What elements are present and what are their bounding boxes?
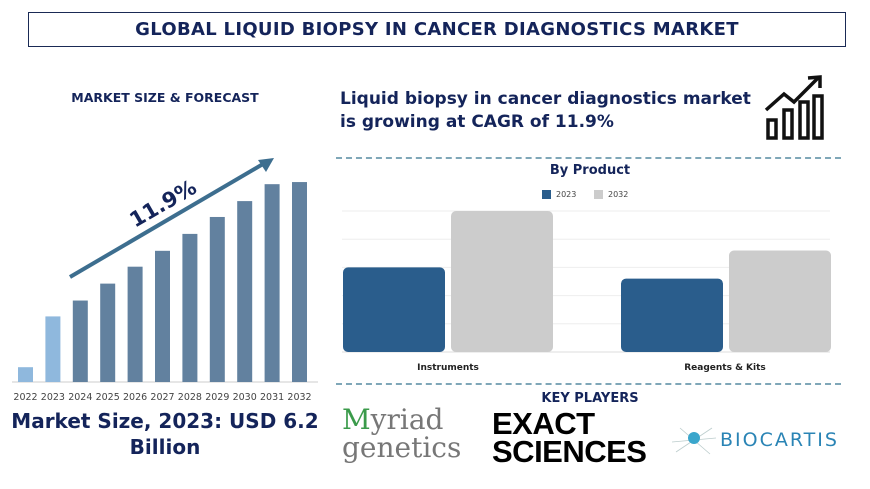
- biocartis-mark-icon: [672, 427, 716, 455]
- arrow-head: [258, 158, 274, 172]
- bar-2022: [18, 367, 33, 382]
- bar-2026: [127, 266, 143, 382]
- year-label: 2028: [178, 392, 202, 403]
- legend-2023: 2023: [542, 190, 576, 199]
- forecast-chart: 2022 2023 2024 2025 2026 2027 2028 2029 2030 2031…: [12, 158, 318, 403]
- year-label: 2025: [96, 392, 120, 403]
- bar-2023-0: [343, 267, 445, 352]
- bar-2030: [237, 201, 253, 382]
- year-label: 2023: [41, 392, 65, 403]
- forecast-chart-title: MARKET SIZE & FORECAST: [71, 90, 259, 105]
- category-label: Instruments: [417, 363, 479, 373]
- bar-2032-0: [451, 211, 553, 352]
- cagr-headline: Liquid biopsy in cancer diagnostics mark…: [340, 89, 751, 132]
- page-title: GLOBAL LIQUID BIOPSY IN CANCER DIAGNOSTI…: [28, 12, 846, 47]
- bar-2027: [155, 250, 170, 382]
- year-label: 2031: [260, 392, 284, 403]
- biocartis-wordmark: BIOCARTIS: [720, 429, 839, 451]
- bar-2028: [182, 233, 198, 382]
- divider: [336, 383, 841, 385]
- bar-2032-1: [729, 250, 831, 352]
- bar-2023-1: [621, 278, 723, 352]
- key-players-title: KEY PLAYERS: [541, 391, 639, 406]
- year-label: 2032: [287, 392, 311, 403]
- product-chart-title: By Product: [549, 163, 631, 178]
- logo-myriad: Myriad genetics: [342, 403, 462, 464]
- year-label: 2027: [150, 392, 174, 403]
- year-label: 2022: [13, 392, 37, 403]
- product-chart: [342, 210, 831, 353]
- divider: [336, 157, 841, 159]
- year-label: 2024: [68, 392, 92, 403]
- bar-2032: [292, 182, 307, 382]
- trend-arrow: [68, 162, 265, 279]
- market-size-text: Market Size, 2023: USD 6.2 Billion: [11, 409, 319, 459]
- bar-2025: [100, 283, 116, 382]
- bar-2031: [264, 184, 280, 382]
- year-label: 2026: [123, 392, 147, 403]
- bar-2024: [72, 300, 88, 382]
- bar-2023: [45, 316, 61, 382]
- growth-chart-icon: [764, 75, 824, 140]
- logo-exact-sciences: EXACT SCIENCES: [492, 406, 647, 469]
- legend-2032: 2032: [594, 190, 628, 199]
- category-label: Reagents & Kits: [684, 363, 766, 373]
- logo-biocartis: BIOCARTIS: [672, 420, 839, 460]
- year-label: 2030: [233, 392, 257, 403]
- bar-2029: [209, 216, 225, 382]
- year-label: 2029: [205, 392, 229, 403]
